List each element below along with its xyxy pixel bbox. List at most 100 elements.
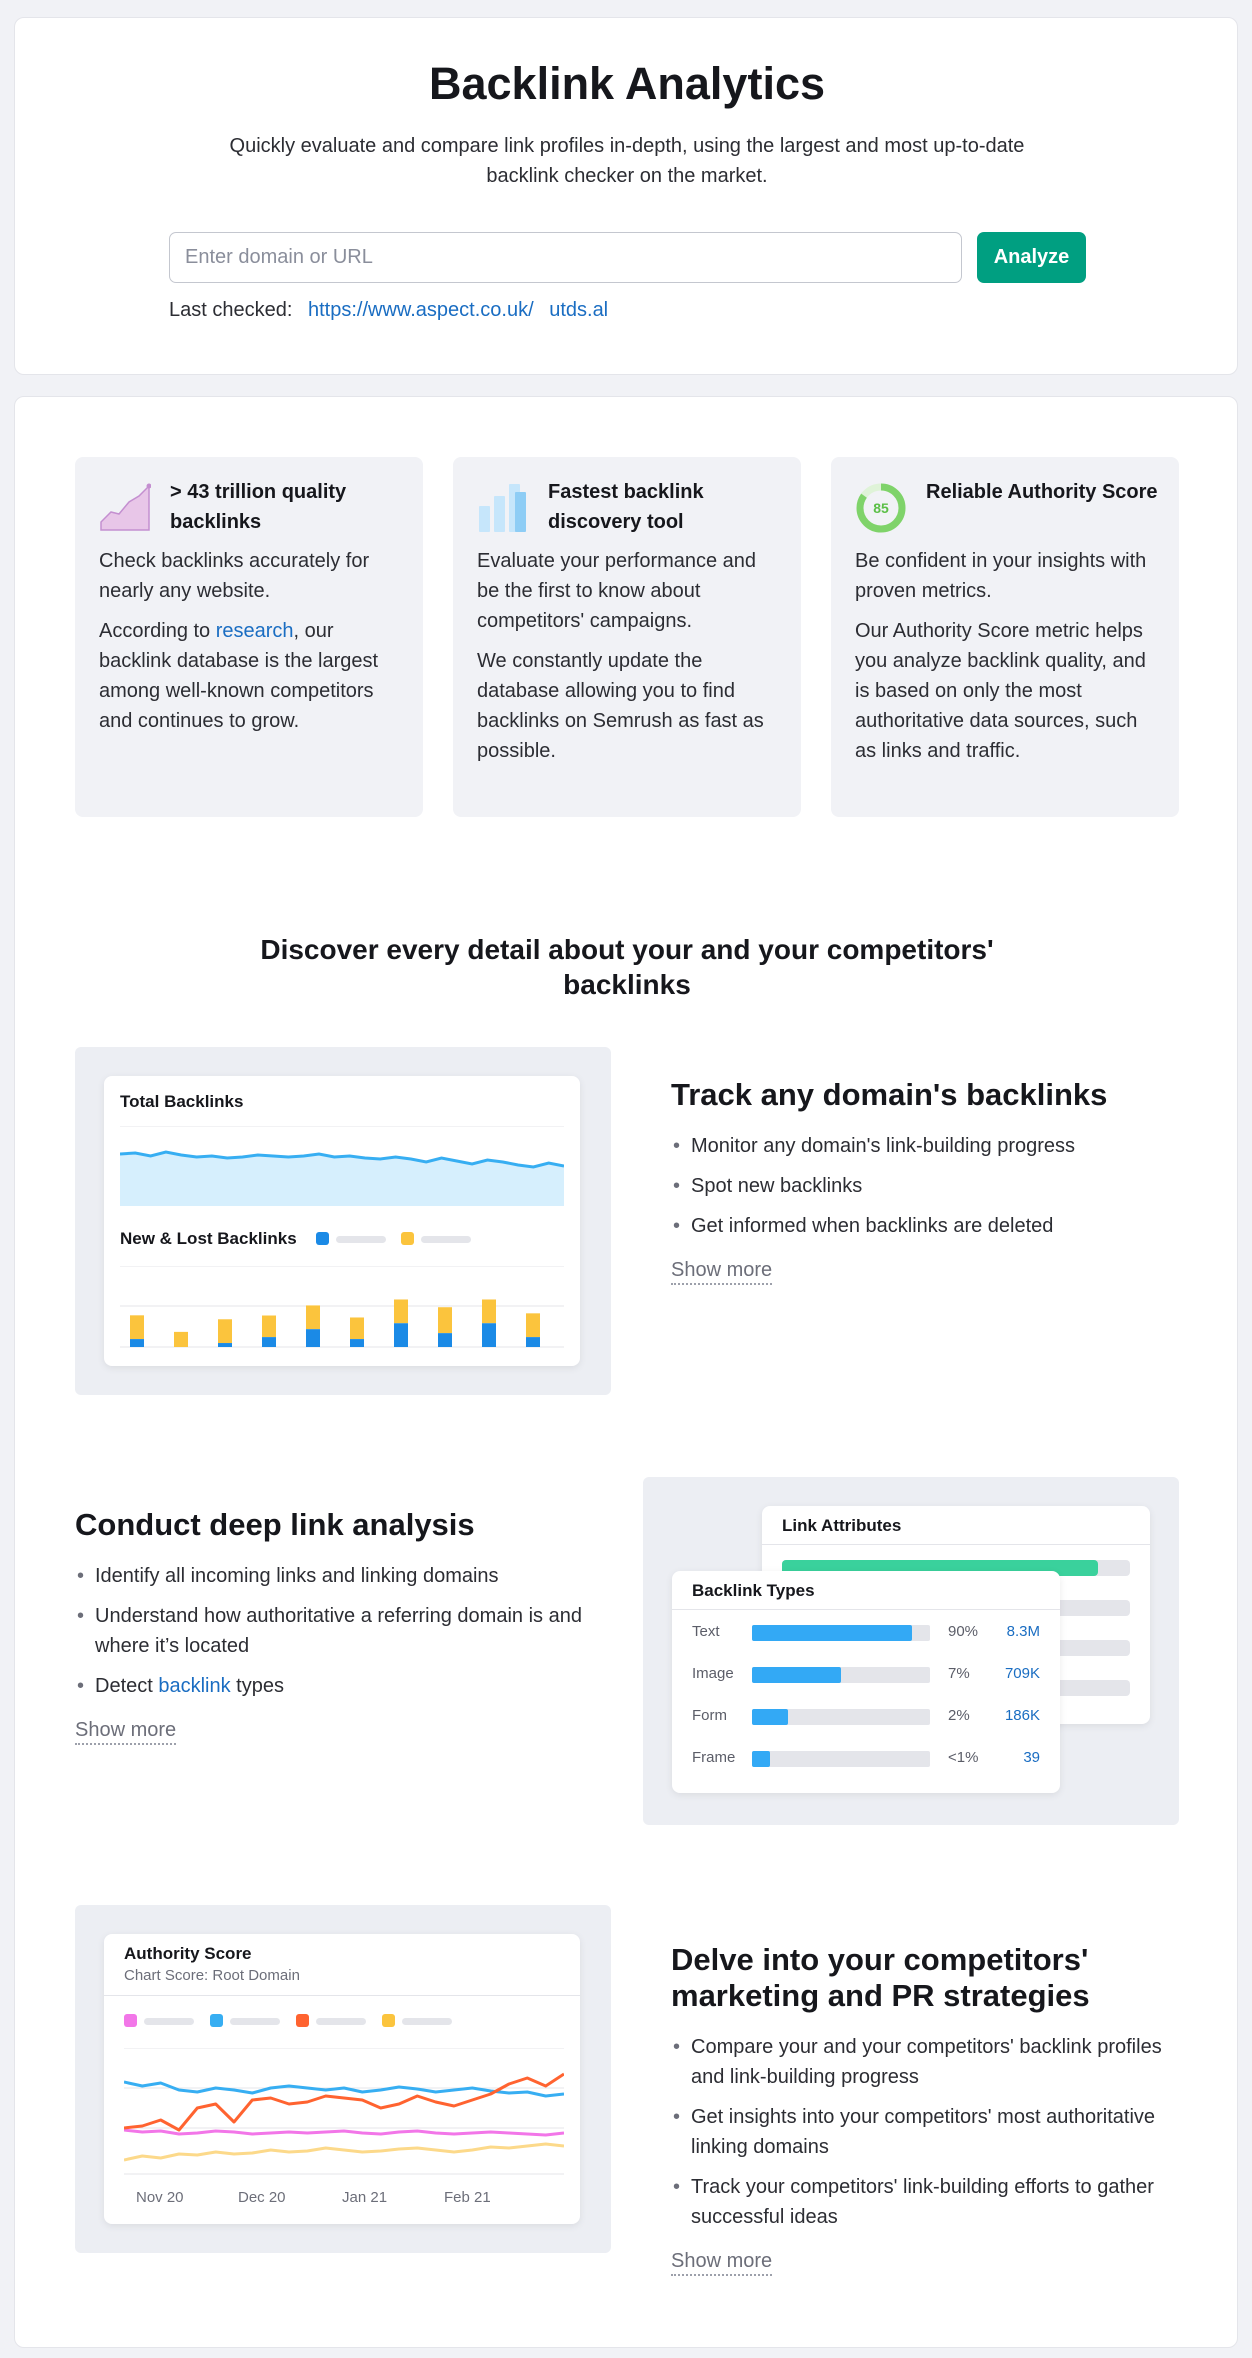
list-item: Get informed when backlinks are deleted [671, 1211, 1191, 1241]
lost-bar [218, 1319, 232, 1344]
type-count: 186K [1004, 1707, 1040, 1724]
type-bar-fill [752, 1751, 770, 1767]
feature-heading: Reliable Authority Score [926, 481, 1158, 503]
last-checked-link-1[interactable]: https://www.aspect.co.uk/ [307, 299, 534, 321]
feature-text: We constantly update the database allowi… [477, 650, 764, 762]
type-label: Form [692, 1707, 727, 1724]
delve-text: Delve into your competitors' marketing a… [671, 1942, 1191, 2276]
legend-placeholder [402, 2018, 452, 2025]
list-item: Monitor any domain's link-building progr… [671, 1131, 1191, 1161]
new-lost-bar-chart [120, 1266, 564, 1348]
new-bar [218, 1343, 232, 1347]
series-line [124, 2072, 564, 2132]
page-title: Backlink Analytics [428, 58, 825, 109]
type-label: Frame [692, 1749, 736, 1766]
x-tick-label: Feb 21 [444, 2189, 491, 2206]
deep-text: Conduct deep link analysis Identify all … [75, 1507, 595, 1745]
list-item: Get insights into your competitors' most… [671, 2102, 1191, 2162]
new-bar [526, 1337, 540, 1347]
feature-card-authority: 85 Reliable Authority Score Be confident… [831, 457, 1179, 817]
backlink-type-row: Frame <1% 39 [672, 1749, 1060, 1769]
track-heading: Track any domain's backlinks [671, 1077, 1108, 1112]
backlink-type-row: Image 7% 709K [672, 1665, 1060, 1685]
svg-text:85: 85 [873, 500, 889, 516]
hero-card: Backlink Analytics Quickly evaluate and … [14, 17, 1238, 375]
type-bar-track [752, 1751, 930, 1767]
new-lost-title: New & Lost Backlinks [120, 1229, 297, 1248]
feature-body: Evaluate your performance and be the fir… [477, 546, 782, 776]
deep-illustration: Link Attributes Backlink Types Text 90% 8.… [643, 1477, 1179, 1825]
series-line [124, 2128, 564, 2137]
delve-bullets: Compare your and your competitors' backl… [671, 2032, 1191, 2232]
lost-bar [482, 1299, 496, 1324]
link-attributes-title: Link Attributes [782, 1516, 902, 1535]
backlink-types-panel: Backlink Types Text 90% 8.3M Image 7% 709K For… [672, 1571, 1060, 1793]
research-link[interactable]: research [215, 620, 294, 642]
last-checked: Last checked: https://www.aspect.co.uk/ … [169, 299, 608, 322]
lost-bar [394, 1299, 408, 1324]
authority-line-chart [124, 2048, 564, 2175]
x-tick-label: Nov 20 [136, 2189, 184, 2206]
last-checked-label: Last checked: [169, 299, 293, 321]
discover-title: Discover every detail about your and you… [260, 934, 994, 1000]
deep-show-more-link[interactable]: Show more [75, 1719, 177, 1745]
series-line [124, 2142, 564, 2162]
x-tick-label: Dec 20 [238, 2189, 286, 2206]
track-illustration: Total Backlinks New & Lost Backlinks [75, 1047, 611, 1395]
legend-swatch [124, 2014, 137, 2027]
feature-text: According to research, our backlink data… [99, 620, 379, 732]
analyze-button[interactable]: Analyze [977, 232, 1086, 283]
feature-body: Be confident in your insights with prove… [855, 546, 1160, 776]
list-item: Compare your and your competitors' backl… [671, 2032, 1191, 2092]
type-label: Image [692, 1665, 734, 1682]
new-bar [350, 1339, 364, 1347]
type-bar-fill [752, 1625, 913, 1641]
feature-text: Be confident in your insights with prove… [855, 550, 1147, 602]
list-item: Track your competitors' link-building ef… [671, 2172, 1191, 2232]
type-bar-track [752, 1709, 930, 1725]
domain-search-input[interactable] [169, 232, 962, 283]
legend-placeholder [316, 2018, 366, 2025]
backlink-type-row: Text 90% 8.3M [672, 1623, 1060, 1643]
type-count: 39 [1023, 1749, 1040, 1766]
deep-heading: Conduct deep link analysis [75, 1507, 475, 1542]
legend-placeholder [230, 2018, 280, 2025]
list-item: Detect backlink types [75, 1671, 595, 1701]
lost-bar [306, 1305, 320, 1330]
new-bar [306, 1329, 320, 1347]
track-show-more-link[interactable]: Show more [671, 1259, 773, 1285]
lost-bar [262, 1315, 276, 1338]
authority-score-panel: Authority Score Chart Score: Root Domain… [104, 1934, 580, 2224]
page-subtitle: Quickly evaluate and compare link profil… [229, 135, 1025, 187]
delve-illustration: Authority Score Chart Score: Root Domain… [75, 1905, 611, 2253]
new-lost-legend [316, 1232, 471, 1245]
x-tick-label: Jan 21 [342, 2189, 388, 2206]
last-checked-link-2[interactable]: utds.al [549, 299, 609, 321]
bar-chart-icon [479, 484, 526, 532]
new-bar [394, 1323, 408, 1347]
lost-bar [526, 1313, 540, 1338]
lost-bar [130, 1315, 144, 1340]
list-item: Identify all incoming links and linking … [75, 1561, 595, 1591]
track-text: Track any domain's backlinks Monitor any… [671, 1077, 1191, 1285]
legend-placeholder [144, 2018, 194, 2025]
delve-show-more-link[interactable]: Show more [671, 2250, 773, 2276]
new-bar [262, 1337, 276, 1347]
deep-bullets: Identify all incoming links and linking … [75, 1561, 595, 1701]
type-count: 8.3M [1006, 1623, 1040, 1640]
feature-body: Check backlinks accurately for nearly an… [99, 546, 404, 746]
type-percent: 90% [948, 1623, 979, 1640]
authority-legend [124, 2014, 452, 2027]
total-backlinks-title: Total Backlinks [120, 1092, 244, 1111]
feature-text: Evaluate your performance and be the fir… [477, 550, 757, 632]
backlink-link[interactable]: backlink [158, 1675, 231, 1697]
type-percent: 2% [948, 1707, 970, 1724]
type-percent: <1% [948, 1749, 979, 1766]
series-line [124, 2080, 564, 2098]
feature-heading: Fastest backlink discovery tool [548, 481, 704, 533]
list-item: Understand how authoritative a referring… [75, 1601, 595, 1661]
type-count: 709K [1004, 1665, 1040, 1682]
authority-score-icon: 85 [856, 483, 906, 533]
new-bar [482, 1323, 496, 1347]
lost-bar [350, 1317, 364, 1340]
